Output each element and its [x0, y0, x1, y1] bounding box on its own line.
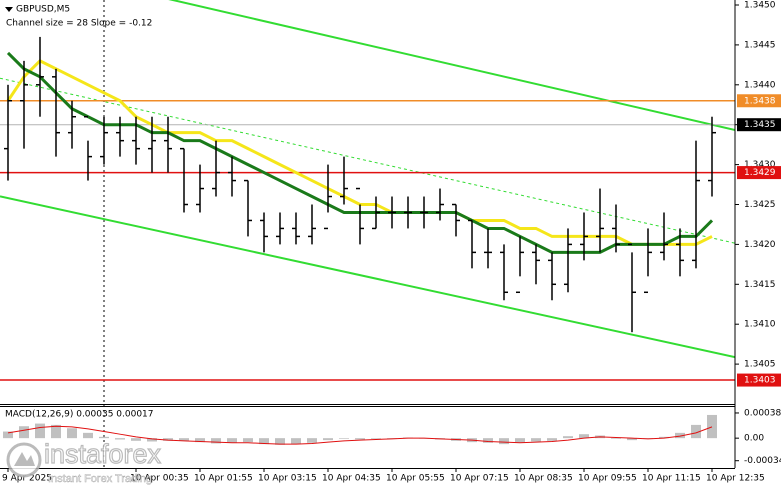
- macd-bar: [707, 414, 717, 439]
- macd-bar: [195, 438, 205, 443]
- logo-mark: [14, 452, 35, 466]
- brand: instaforex: [44, 439, 162, 469]
- x-tick-label: 9 Apr 2025: [2, 474, 52, 484]
- y-tick-label: 1.3450: [744, 1, 776, 11]
- y-tick-label: 1.3420: [744, 240, 776, 250]
- y-tick-label: 0.00038: [744, 408, 781, 418]
- macd-bar: [659, 436, 669, 439]
- y-tick-label: 1.3415: [744, 280, 776, 290]
- macd-bar: [3, 431, 13, 439]
- macd-title: MACD(12,26,9) 0.00035 0.00017: [5, 410, 154, 420]
- macd-bar: [579, 434, 589, 439]
- channel-line: [168, 0, 735, 131]
- macd-bar: [323, 438, 333, 441]
- x-tick-label: 10 Apr 01:55: [194, 474, 253, 484]
- x-tick-label: 10 Apr 09:55: [578, 474, 637, 484]
- macd-bar: [355, 438, 365, 440]
- channel-line: [0, 195, 735, 359]
- macd-bar: [83, 432, 93, 439]
- macd-bar: [307, 438, 317, 443]
- x-tick-label: 10 Apr 00:35: [130, 474, 189, 484]
- macd-bar: [563, 436, 573, 439]
- macd-bar: [339, 438, 349, 439]
- macd-bar: [611, 438, 621, 439]
- price-level-label: 1.3403: [744, 376, 776, 386]
- menu-arrow: [5, 7, 13, 12]
- y-tick-label: 1.3425: [744, 200, 776, 210]
- x-tick-label: 10 Apr 04:35: [322, 474, 381, 484]
- macd-bar: [131, 438, 141, 441]
- macd-bar: [67, 428, 77, 439]
- macd-panel: [3, 414, 717, 445]
- price-level-label: 1.3438: [744, 96, 776, 106]
- macd-bar: [483, 438, 493, 443]
- macd-bar: [99, 436, 109, 439]
- macd-bar: [51, 424, 61, 439]
- macd-bar: [243, 438, 253, 443]
- macd-bar: [547, 438, 557, 441]
- y-tick-label: 1.3445: [744, 40, 776, 50]
- macd-bar: [627, 438, 637, 441]
- macd-bar: [531, 438, 541, 442]
- price-level-label: 1.3435: [744, 120, 776, 130]
- watermark: instaforex Instant Forex Trading: [6, 439, 162, 485]
- x-tick-label: 10 Apr 11:15: [642, 474, 701, 484]
- macd-bar: [275, 438, 285, 445]
- price-level-box: [737, 373, 781, 387]
- price-level-box: [737, 94, 781, 108]
- chart-title: GBPUSD,M5: [16, 5, 70, 15]
- macd-bar: [211, 438, 221, 444]
- y-tick-label: 1.3410: [744, 320, 776, 330]
- chart-subtitle: Channel size = 28 Slope = -0.12: [6, 19, 152, 29]
- macd-bar: [19, 426, 29, 439]
- macd-bar: [499, 438, 509, 445]
- y-tick-label: 1.3440: [744, 80, 776, 90]
- macd-bar: [227, 438, 237, 443]
- x-tick-label: 10 Apr 08:35: [514, 474, 573, 484]
- macd-bar: [291, 438, 301, 445]
- tagline: Instant Forex Trading: [48, 473, 152, 485]
- macd-bar: [115, 438, 125, 440]
- y-tick-label: -0.00034: [744, 456, 781, 466]
- macd-bar: [259, 438, 269, 445]
- macd-bar: [163, 438, 173, 441]
- macd-bar: [147, 438, 157, 442]
- x-tick-label: 10 Apr 07:15: [450, 474, 509, 484]
- macd-bar: [179, 438, 189, 441]
- signal-line: [7, 425, 713, 445]
- macd-bar: [371, 438, 381, 439]
- macd-bar: [691, 424, 701, 439]
- x-tick-label: 10 Apr 12:35: [706, 474, 765, 484]
- price-level-box: [737, 118, 781, 132]
- y-tick-label: 1.3405: [744, 360, 776, 370]
- y-tick-label: 0.00: [744, 434, 764, 444]
- price-level-label: 1.3429: [744, 168, 776, 178]
- price-level-box: [737, 166, 781, 180]
- x-tick-label: 10 Apr 05:55: [386, 474, 445, 484]
- macd-bar: [35, 423, 45, 439]
- price-panel: [0, 0, 735, 381]
- macd-bar: [675, 432, 685, 439]
- macd-bar: [515, 438, 525, 443]
- x-tick-label: 10 Apr 03:15: [258, 474, 317, 484]
- y-tick-label: 1.3430: [744, 160, 776, 170]
